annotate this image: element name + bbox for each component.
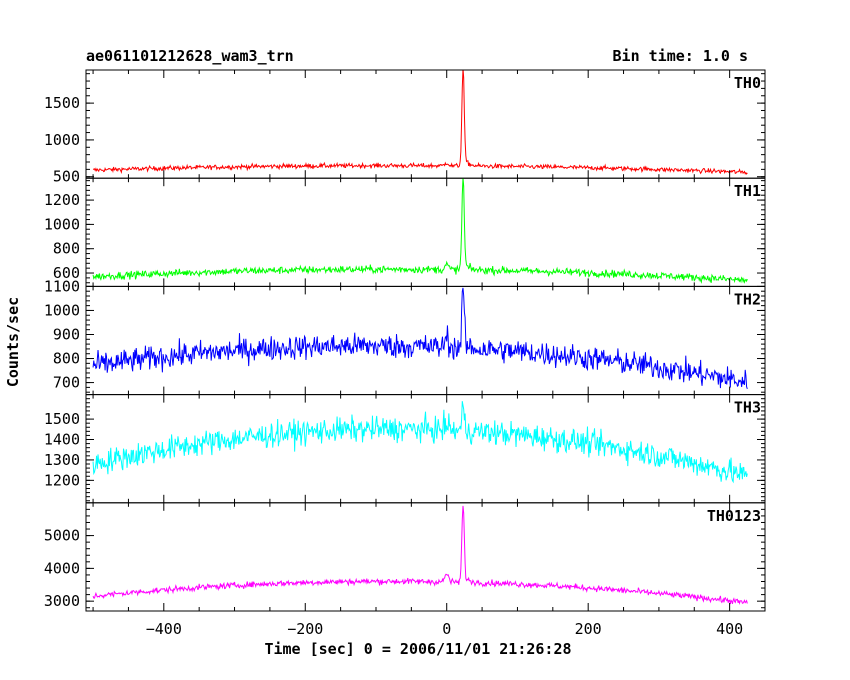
y-tick-label: 500 (53, 168, 80, 186)
y-tick-label: 800 (53, 350, 80, 368)
y-tick-label: 1100 (44, 277, 80, 295)
y-axis-title: Counts/sec (4, 297, 22, 387)
y-tick-label: 1000 (44, 301, 80, 319)
x-tick-label: 400 (716, 620, 743, 638)
panel-label: TH0 (734, 74, 761, 92)
series-line-th2 (92, 287, 748, 390)
x-axis: −400 −200 0 200 400 (146, 620, 743, 638)
y-tick-label: 1400 (44, 431, 80, 449)
panel-label: TH0123 (707, 507, 761, 525)
series-line-th3 (92, 401, 748, 484)
y-tick-label: 1000 (44, 131, 80, 149)
y-tick-label: 1500 (44, 410, 80, 428)
panel-label: TH1 (734, 182, 761, 200)
y-tick-label: 700 (53, 374, 80, 392)
y-tick-label: 1200 (44, 191, 80, 209)
series-line-th1 (92, 178, 748, 284)
y-tick-label: 1500 (44, 94, 80, 112)
series-line-th0 (92, 70, 748, 175)
panel-frame (85, 177, 766, 287)
y-tick-label: 800 (53, 240, 80, 258)
panel-th3: 1200 1300 1400 1500 TH3 (44, 394, 766, 504)
bin-time-label: Bin time: 1.0 s (613, 47, 748, 65)
panel-label: TH2 (734, 290, 761, 308)
x-axis-title: Time [sec] 0 = 2006/11/01 21:26:28 (264, 640, 571, 658)
y-tick-label: 4000 (44, 559, 80, 577)
panel-frame (85, 502, 766, 612)
x-tick-label: −400 (146, 620, 182, 638)
panel-th0: 500 1000 1500 TH0 (44, 69, 766, 186)
y-tick-label: 3000 (44, 592, 80, 610)
panel-th2: 700 800 900 1000 1100 TH2 (44, 277, 766, 396)
y-tick-label: 600 (53, 264, 80, 282)
panel-th1: 600 800 1000 1200 TH1 (44, 177, 766, 287)
y-tick-label: 900 (53, 325, 80, 343)
y-tick-label: 1300 (44, 451, 80, 469)
panel-label: TH3 (734, 399, 761, 417)
x-tick-label: 0 (442, 620, 451, 638)
panels-group: 500 1000 1500 TH0 600 800 1000 1200 TH1 700 800 900… (44, 69, 766, 612)
series-line-th0123 (92, 505, 748, 605)
x-tick-label: −200 (287, 620, 323, 638)
y-tick-label: 1000 (44, 215, 80, 233)
chart-title: ae061101212628_wam3_trn (86, 47, 294, 65)
panel-frame (85, 69, 766, 179)
y-tick-label: 5000 (44, 527, 80, 545)
x-tick-label: 200 (575, 620, 602, 638)
panel-th0123: 3000 4000 5000 TH0123 (44, 502, 766, 612)
y-tick-label: 1200 (44, 471, 80, 489)
